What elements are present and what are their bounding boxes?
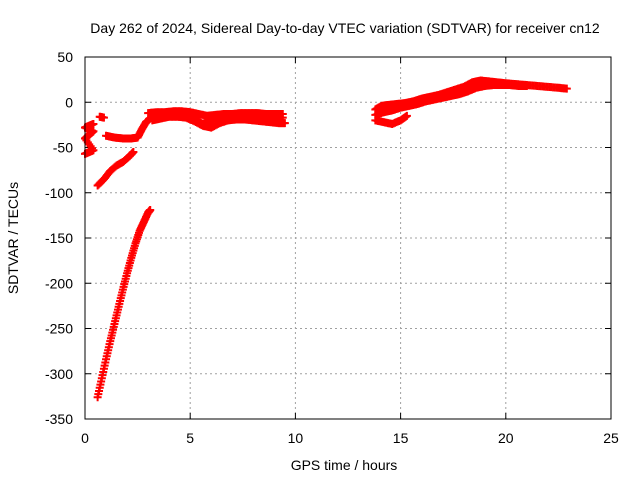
x-axis-label: GPS time / hours — [291, 457, 398, 473]
series-lower-branch — [93, 148, 138, 190]
x-tick-label: 25 — [603, 430, 619, 446]
data-point — [129, 148, 138, 157]
y-axis: -350 -300 -250 -200 -150 -100 -50 0 50 — [45, 49, 611, 427]
y-tick-label: -300 — [45, 366, 73, 382]
series-evening-lower — [371, 111, 411, 128]
plot-border — [84, 56, 612, 420]
y-tick-label: -50 — [53, 140, 73, 156]
series-left-segments — [81, 119, 98, 158]
series-small-pieces — [95, 112, 108, 122]
y-tick-label: -250 — [45, 321, 73, 337]
data-point — [280, 119, 289, 128]
series-main-early-lower — [148, 112, 289, 132]
data-point — [99, 113, 108, 122]
x-axis: 0 5 10 15 20 25 — [81, 57, 619, 446]
data-point — [89, 119, 98, 128]
y-tick-label: -150 — [45, 230, 73, 246]
y-tick-label: 50 — [57, 49, 73, 65]
chart-title: Day 262 of 2024, Sidereal Day-to-day VTE… — [90, 20, 600, 36]
data-point — [562, 84, 571, 93]
data-point — [278, 110, 287, 119]
x-tick-label: 5 — [186, 430, 194, 446]
y-tick-label: 0 — [65, 94, 73, 110]
data-point — [522, 81, 531, 90]
x-tick-label: 10 — [288, 430, 304, 446]
x-tick-label: 20 — [498, 430, 514, 446]
data-point — [146, 205, 155, 214]
data-points — [81, 76, 571, 402]
y-tick-label: -350 — [45, 411, 73, 427]
y-tick-label: -100 — [45, 185, 73, 201]
y-axis-label: SDTVAR / TECUs — [5, 182, 21, 294]
series-evening-middle — [371, 81, 531, 119]
x-tick-label: 0 — [81, 430, 89, 446]
series-main-early-upper — [144, 107, 287, 120]
data-point — [402, 111, 411, 120]
y-tick-label: -200 — [45, 275, 73, 291]
series-steep-rise — [93, 205, 155, 402]
x-tick-label: 15 — [393, 430, 409, 446]
